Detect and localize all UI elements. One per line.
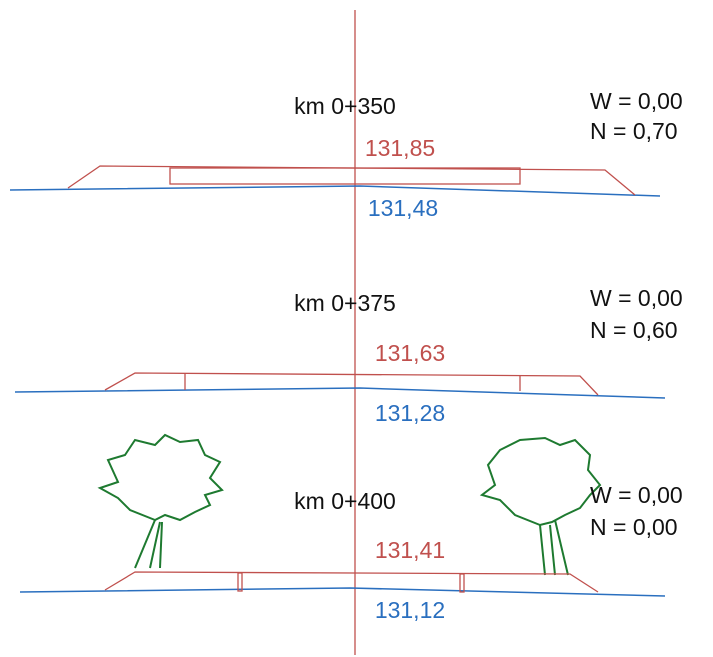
road-profile [67, 165, 636, 196]
tree [479, 436, 602, 576]
road-profile [104, 571, 599, 593]
n-value: N = 0,70 [590, 118, 678, 144]
w-value: W = 0,00 [590, 88, 683, 114]
design-level: 131,85 [365, 135, 435, 161]
terrain-line [14, 387, 666, 399]
road-post [459, 573, 465, 593]
n-value: N = 0,60 [590, 317, 678, 343]
n-value: N = 0,00 [590, 514, 678, 540]
w-value: W = 0,00 [590, 285, 683, 311]
terrain-level: 131,48 [368, 195, 438, 221]
w-value: W = 0,00 [590, 482, 683, 508]
station: km 0+400 [294, 488, 396, 514]
terrain-line [9, 185, 661, 197]
tree [97, 433, 224, 569]
road-bed [169, 167, 521, 185]
design-level: 131,63 [375, 340, 445, 366]
terrain-line [19, 587, 666, 597]
station: km 0+350 [294, 93, 396, 119]
design-level: 131,41 [375, 537, 445, 563]
road-post [237, 572, 243, 592]
terrain-level: 131,28 [375, 400, 445, 426]
terrain-level: 131,12 [375, 597, 445, 623]
road-profile [104, 372, 599, 396]
station: km 0+375 [294, 290, 396, 316]
